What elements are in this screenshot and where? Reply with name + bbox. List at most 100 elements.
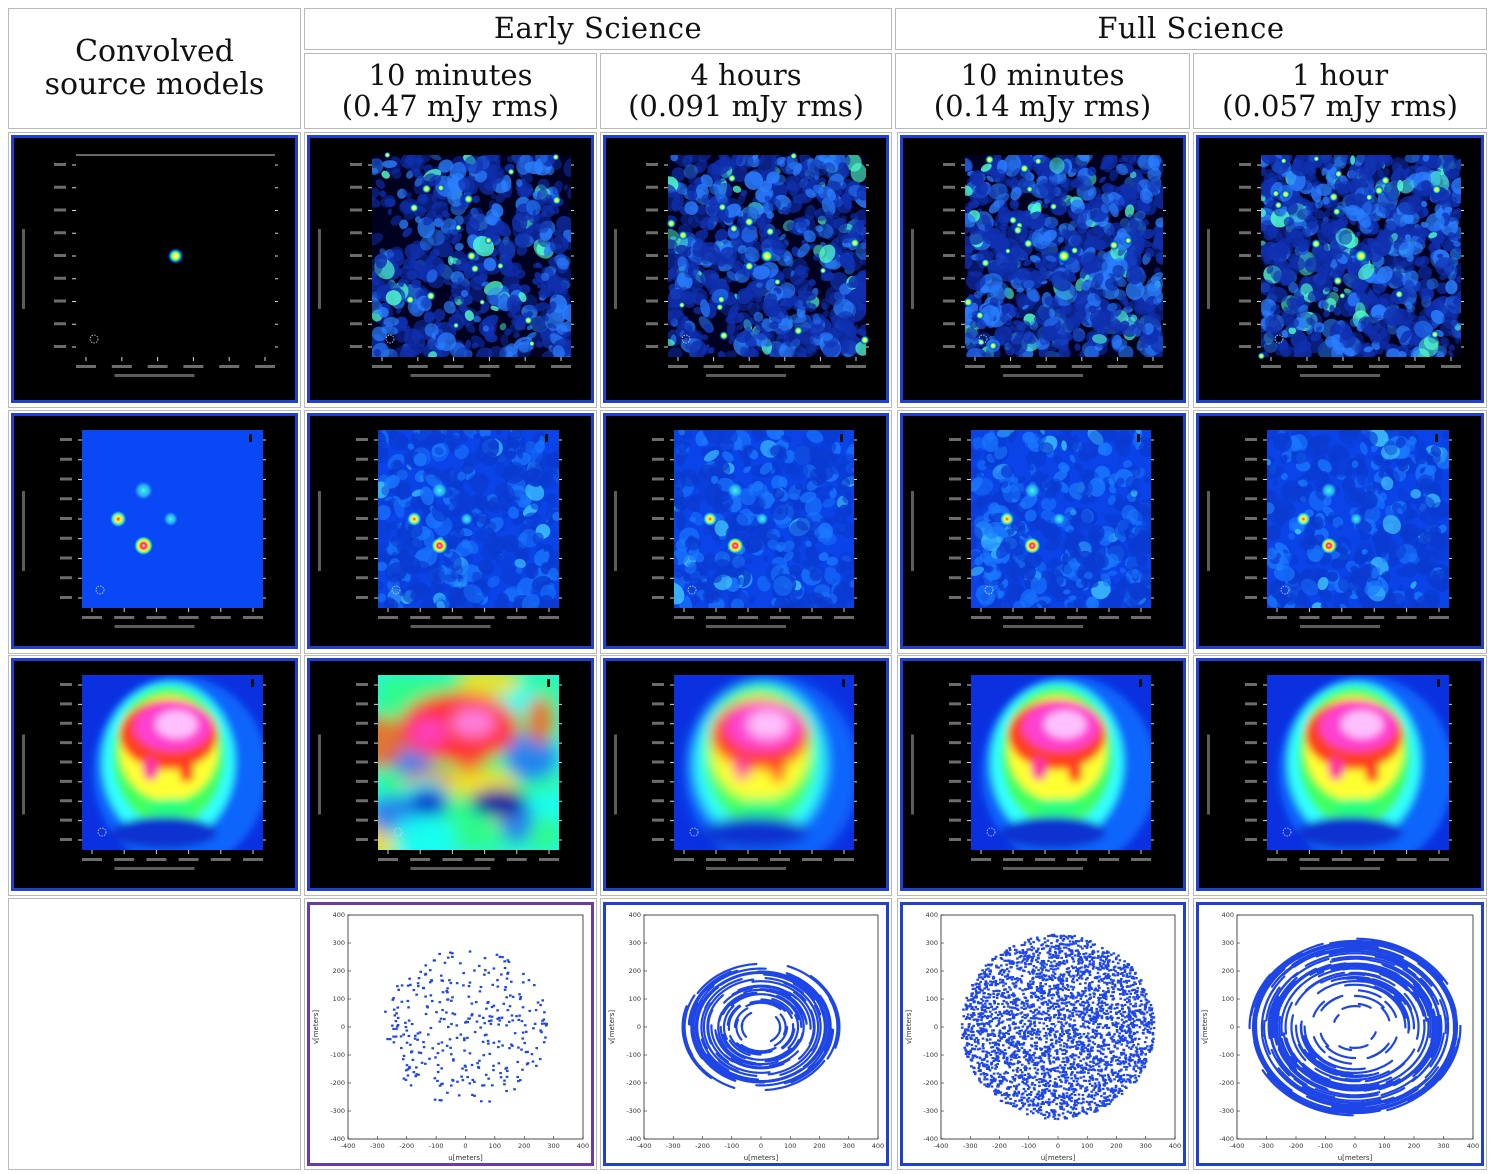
uv-y-tick: 200 [1222,967,1234,975]
uv-x-tick: -100 [429,1142,444,1150]
uv-x-tick: 100 [1081,1142,1093,1150]
uv-x-tick: 300 [843,1142,855,1150]
uv-y-tick: -100 [1219,1051,1234,1059]
uv-y-tick: -300 [1219,1107,1234,1115]
uv-y-tick: 400 [926,911,938,919]
uv-points [960,933,1156,1121]
uv-y-tick: 400 [1222,911,1234,919]
column-header-1-line1: 10 minutes [368,57,533,92]
uv-y-tick: 0 [637,1023,641,1031]
face-map [674,675,854,850]
uv-x-tick: -400 [637,1142,652,1150]
uv-x-tick: 300 [547,1142,559,1150]
uv-coverage-plot-4: -400 -400 -300 -300 -200 -200 -100 -100 0 0 100 100… [1196,902,1484,1166]
uv-x-tick: -300 [1259,1142,1274,1150]
uv-x-tick: -200 [399,1142,414,1150]
four-sources-image-3 [900,413,1186,649]
uv-x-tick: 200 [1110,1142,1122,1150]
uv-xlabel: u[meters] [448,1154,483,1162]
uv-y-tick: 200 [926,967,938,975]
point-source-image-2 [603,135,889,403]
four-sources-image-1 [307,413,594,649]
uv-x-tick: -300 [666,1142,681,1150]
uv-xlabel: u[meters] [744,1154,779,1162]
uv-y-tick: -400 [923,1135,938,1143]
point-source-image-0 [11,135,298,403]
axis-decor [22,683,266,870]
column-header-1-line2: (0.47 mJy rms) [341,89,560,123]
uv-y-tick: 200 [629,967,641,975]
four-sources-image-2 [603,413,889,649]
noise-field [971,430,1151,608]
uv-y-tick: 400 [629,911,641,919]
uv-y-tick: -300 [626,1107,641,1115]
axis-decor [614,438,857,628]
uv-y-tick: 0 [1230,1023,1234,1031]
uv-x-tick: 200 [813,1142,825,1150]
uv-y-tick: -400 [1219,1135,1234,1143]
uv-y-tick: 0 [341,1023,345,1031]
uv-coverage-plot-3: -400 -400 -300 -300 -200 -200 -100 -100 0 0 100 100… [900,902,1186,1166]
axis-decor [614,683,857,870]
extended-face-image-4 [1196,658,1484,891]
axis-decor [1207,683,1452,870]
uv-x-tick: 200 [1408,1142,1420,1150]
column-header-3-line2: (0.14 mJy rms) [933,89,1152,123]
uv-xlabel: u[meters] [1338,1154,1373,1162]
uv-coverage-plot-1: -400 -400 -300 -300 -200 -200 -100 -100 0 0 100 100… [307,902,594,1166]
extended-face-image-2 [603,658,889,891]
uv-x-tick: -200 [1289,1142,1304,1150]
extended-face-image-0 [11,658,298,891]
axis-decor [22,438,266,628]
face-map [82,675,263,850]
axis-decor [318,163,574,377]
axis-decor [911,163,1166,377]
uv-y-tick: 0 [934,1023,938,1031]
uv-x-tick: 0 [1056,1142,1060,1150]
uv-ylabel: v[meters] [608,1010,616,1045]
uv-y-tick: -400 [330,1135,345,1143]
corner-header: Convolved source models [8,8,301,129]
uv-y-tick: -100 [923,1051,938,1059]
axis-decor [22,163,278,377]
point-source-image-3 [900,135,1186,403]
uv-x-tick: -200 [695,1142,710,1150]
group-header-full-label: Full Science [1097,11,1285,46]
uv-y-tick: -100 [626,1051,641,1059]
axis-decor [1207,163,1464,377]
face-map [971,675,1151,850]
corner-header-line1: Convolved [75,34,234,70]
uv-y-tick: 300 [333,939,345,947]
uv-ylabel: v[meters] [1201,1010,1209,1045]
corner-header-line2: source models [44,66,265,102]
uv-x-tick: -300 [370,1142,385,1150]
column-header-3: 10 minutes (0.14 mJy rms) [895,53,1190,129]
face-map [1267,675,1449,850]
uv-x-tick: 0 [1353,1142,1357,1150]
column-header-2: 4 hours (0.091 mJy rms) [600,53,892,129]
group-header-full: Full Science [895,8,1487,50]
uv-x-tick: -100 [724,1142,739,1150]
uv-x-tick: 0 [463,1142,467,1150]
uv-x-tick: 100 [1378,1142,1390,1150]
column-header-4: 1 hour (0.057 mJy rms) [1193,53,1487,129]
uv-points [384,950,548,1103]
uv-y-tick: -400 [626,1135,641,1143]
uv-y-tick: 100 [333,995,345,1003]
point-source-image-1 [307,135,594,403]
uv-x-tick: 400 [1169,1142,1181,1150]
axis-decor [911,438,1154,628]
uv-y-tick: -200 [923,1079,938,1087]
uv-y-tick: -300 [923,1107,938,1115]
empty-cell [8,898,301,1170]
uv-x-tick: 400 [872,1142,884,1150]
axis-decor [318,683,562,870]
uv-coverage-plot-2: -400 -400 -300 -300 -200 -200 -100 -100 0 0 100 100… [603,902,889,1166]
uv-ylabel: v[meters] [905,1010,913,1045]
uv-points [1248,937,1462,1117]
axis-decor [911,683,1154,870]
uv-ylabel: v[meters] [312,1010,320,1045]
group-header-early: Early Science [304,8,892,50]
uv-y-tick: 100 [926,995,938,1003]
uv-x-tick: -100 [1021,1142,1036,1150]
